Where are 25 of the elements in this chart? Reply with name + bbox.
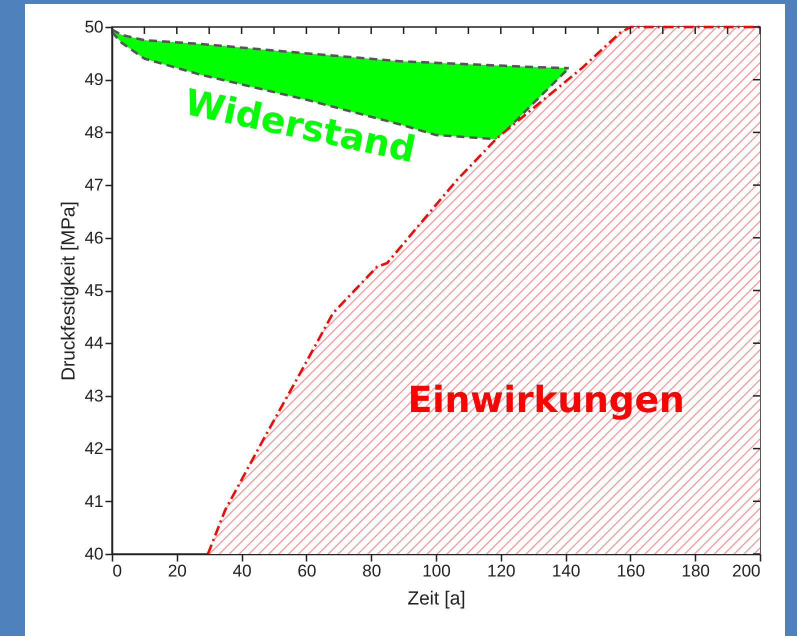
- y-tick-label: 41: [84, 492, 104, 511]
- x-tick-label: 60: [297, 562, 316, 580]
- x-tick-label: 120: [487, 562, 516, 580]
- y-tick-label: 46: [84, 228, 104, 248]
- x-tick-label: 0: [112, 562, 122, 580]
- x-tick-label: 40: [232, 562, 252, 580]
- x-tick-label: 20: [168, 562, 187, 580]
- series-label: Einwirkungen: [408, 380, 685, 422]
- y-tick-label: 47: [84, 176, 104, 195]
- y-tick-label: 49: [84, 70, 104, 90]
- x-tick-label: 140: [552, 562, 580, 580]
- y-tick-label: 48: [84, 122, 104, 142]
- y-tick-label: 45: [84, 281, 104, 300]
- x-tick-label: 160: [616, 562, 646, 580]
- y-tick-label: 50: [84, 18, 104, 36]
- y-tick-label: 42: [84, 439, 104, 458]
- y-tick-label: 44: [84, 334, 104, 353]
- x-tick-label: 200: [732, 562, 760, 580]
- x-tick-label: 180: [682, 562, 710, 580]
- x-tick-label: 100: [422, 562, 451, 580]
- y-tick-label: 43: [84, 386, 104, 406]
- x-tick-label: 80: [362, 562, 382, 580]
- x-axis-title: Zeit [a]: [407, 588, 466, 610]
- y-tick-label: 40: [84, 544, 104, 564]
- y-axis-title: Druckfestigkeit [MPa]: [58, 201, 80, 381]
